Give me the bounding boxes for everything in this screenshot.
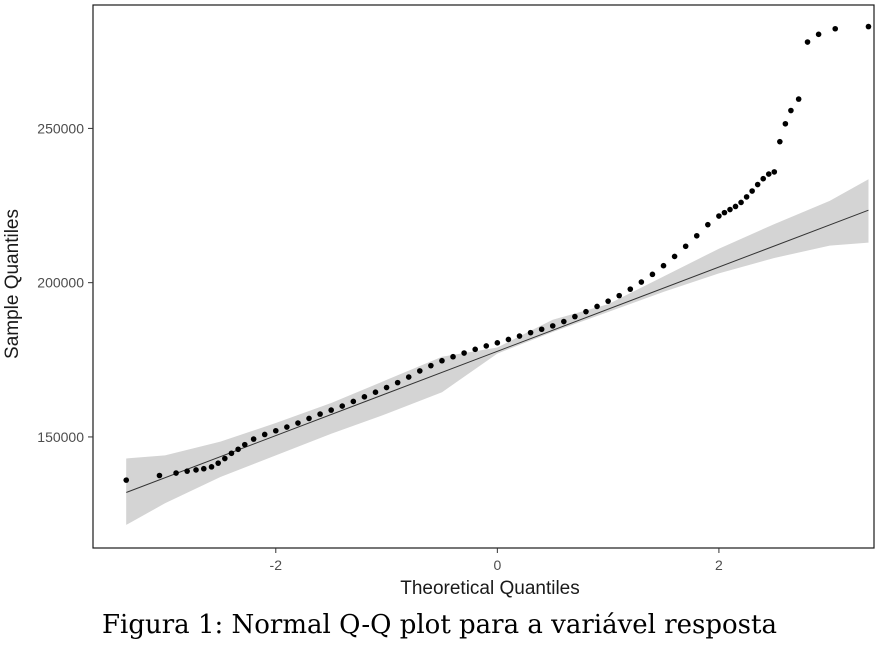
data-point — [123, 477, 130, 483]
data-point — [832, 25, 839, 32]
reference-line — [126, 209, 869, 493]
data-point — [208, 464, 215, 470]
data-point — [682, 243, 689, 250]
data-point — [295, 420, 301, 426]
data-point — [671, 253, 678, 260]
data-point — [461, 350, 467, 356]
y-tick-label: 200000 — [37, 275, 84, 291]
data-point — [339, 403, 346, 409]
data-point — [173, 470, 179, 476]
data-point — [156, 472, 163, 479]
data-point — [516, 333, 523, 339]
x-tick-label: 0 — [493, 557, 501, 573]
data-point — [605, 298, 611, 304]
data-point — [638, 279, 645, 285]
data-point — [306, 415, 312, 422]
data-point — [727, 206, 733, 213]
data-point — [439, 357, 445, 364]
data-point — [317, 411, 323, 417]
data-point — [716, 213, 722, 219]
data-point — [649, 271, 656, 278]
data-point — [235, 446, 241, 453]
data-point — [405, 374, 412, 380]
data-point — [394, 379, 401, 386]
data-point — [250, 436, 257, 442]
data-point — [328, 407, 334, 413]
data-point — [361, 394, 368, 400]
data-point — [383, 384, 390, 391]
confidence-band — [126, 179, 869, 525]
data-point — [705, 221, 711, 228]
data-point — [738, 199, 744, 206]
data-point — [228, 450, 235, 457]
data-point — [616, 292, 623, 299]
data-point — [743, 194, 750, 200]
data-point — [200, 465, 207, 472]
data-point — [572, 313, 578, 320]
data-point — [760, 175, 767, 182]
data-point — [765, 171, 772, 177]
data-point — [538, 326, 545, 333]
data-point — [732, 203, 739, 210]
points-layer — [123, 23, 872, 483]
data-point — [272, 427, 279, 434]
data-point — [222, 455, 228, 462]
data-point — [549, 323, 556, 329]
data-point — [483, 343, 490, 349]
x-tick-label: -2 — [270, 557, 283, 573]
data-point — [261, 431, 268, 438]
y-tick-label: 250000 — [37, 120, 84, 136]
data-point — [527, 329, 534, 336]
data-point — [241, 441, 248, 448]
data-point — [284, 424, 290, 430]
data-point — [815, 31, 822, 38]
data-point — [583, 308, 589, 315]
x-axis-ticks: -2 0 2 — [270, 548, 723, 573]
data-point — [193, 467, 199, 473]
data-point — [594, 303, 600, 310]
y-axis-title: Sample Quantiles — [2, 209, 23, 359]
data-point — [782, 120, 789, 127]
data-point — [777, 138, 783, 145]
data-point — [184, 468, 190, 474]
data-point — [505, 336, 512, 343]
data-point — [372, 389, 379, 395]
figure-caption: Figura 1: Normal Q-Q plot para a variáve… — [102, 610, 777, 640]
data-point — [450, 353, 456, 360]
data-point — [494, 340, 501, 346]
y-tick-label: 150000 — [37, 429, 84, 445]
data-point — [417, 368, 423, 374]
data-point — [865, 23, 872, 30]
data-point — [721, 209, 728, 216]
data-point — [627, 286, 634, 292]
data-point — [795, 96, 802, 102]
data-point — [472, 346, 478, 353]
y-axis-ticks: 150000 200000 250000 — [37, 120, 93, 445]
data-point — [771, 169, 778, 175]
data-point — [561, 318, 567, 325]
data-point — [350, 398, 357, 405]
x-tick-label: 2 — [715, 557, 723, 573]
data-point — [754, 181, 761, 188]
data-point — [749, 188, 755, 194]
data-point — [804, 39, 811, 45]
data-point — [660, 262, 667, 269]
data-point — [428, 362, 434, 369]
data-point — [693, 232, 700, 239]
data-point — [215, 460, 221, 466]
data-point — [788, 107, 794, 114]
qq-plot: -2 0 2 150000 200000 250000 Theoretical Quan… — [2, 4, 875, 599]
x-axis-title: Theoretical Quantiles — [400, 578, 580, 599]
